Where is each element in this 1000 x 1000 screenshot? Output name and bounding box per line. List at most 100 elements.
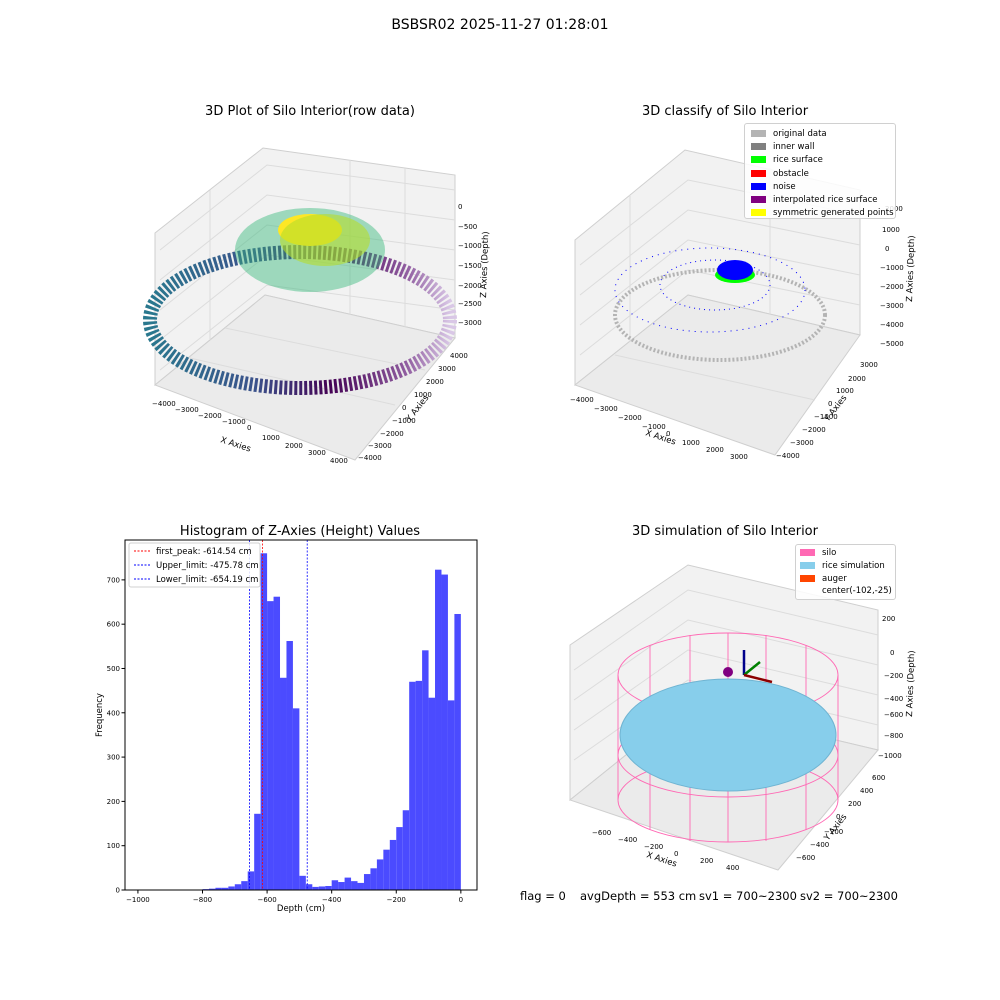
- svg-text:−600: −600: [592, 829, 611, 837]
- legend-item-rice-simulation: rice simulation: [800, 560, 892, 573]
- svg-text:−2000: −2000: [198, 412, 222, 420]
- raw-x-ticks: −4000 −3000 −2000 −1000 0 1000 2000 3000…: [152, 400, 348, 465]
- svg-text:−3000: −3000: [594, 405, 618, 413]
- svg-text:−400: −400: [618, 836, 637, 844]
- svg-text:1000: 1000: [682, 439, 700, 447]
- histogram-bar: [318, 886, 326, 890]
- histogram-bar: [435, 569, 442, 890]
- histogram-chart: −1000 −800 −600 −400 −200 0 0 100 200 300 400 500 6…: [95, 539, 478, 914]
- svg-text:−2000: −2000: [618, 414, 642, 422]
- svg-text:−1000: −1000: [880, 264, 904, 272]
- histogram-bar: [422, 650, 429, 890]
- svg-text:−2000: −2000: [458, 282, 482, 290]
- svg-text:−600: −600: [884, 711, 903, 719]
- histogram-bar: [389, 839, 397, 890]
- svg-text:−200: −200: [644, 843, 663, 851]
- classify-z-ticks: 2000 1000 0 −1000 −2000 −3000 −4000 −500…: [880, 205, 904, 348]
- histogram-bar: [447, 700, 455, 890]
- svg-text:0: 0: [666, 430, 670, 438]
- histogram-bar: [228, 886, 235, 890]
- svg-text:−1000: −1000: [642, 423, 666, 431]
- svg-text:−2000: −2000: [380, 430, 404, 438]
- svg-text:200: 200: [848, 800, 861, 808]
- simulation-3d-plot: −600 −400 −200 0 200 400 X Axies 600 400…: [568, 564, 917, 872]
- svg-text:−1000: −1000: [392, 417, 416, 425]
- classify-legend: original data inner wall rice surface ob…: [744, 123, 896, 219]
- svg-text:−200: −200: [884, 672, 903, 680]
- histogram-bar: [370, 868, 377, 890]
- svg-text:−1000: −1000: [878, 752, 902, 760]
- histogram-bar: [344, 877, 352, 890]
- svg-text:−1000: −1000: [814, 413, 838, 421]
- histogram-x-label: Depth (cm): [277, 904, 325, 914]
- classify-original-ring: [613, 268, 827, 362]
- histogram-bar: [396, 827, 403, 890]
- svg-text:−3000: −3000: [368, 442, 392, 450]
- svg-text:−3000: −3000: [175, 406, 199, 414]
- svg-text:400: 400: [860, 787, 873, 795]
- svg-text:−800: −800: [884, 732, 903, 740]
- raw-z-label: Z Axies (Depth): [479, 231, 491, 298]
- legend-item-inner-wall: inner wall: [751, 141, 894, 154]
- svg-text:0: 0: [828, 400, 832, 408]
- svg-text:200: 200: [882, 615, 895, 623]
- svg-text:−2000: −2000: [802, 426, 826, 434]
- histogram-lines: [249, 540, 308, 890]
- histogram-bar: [234, 884, 242, 890]
- histogram-bar: [363, 874, 371, 890]
- simulation-plot-title: 3D simulation of Silo Interior: [632, 524, 818, 539]
- histogram-bar: [221, 887, 229, 890]
- y-tick-label: 100: [107, 842, 120, 850]
- sv2-status: sv2 = 700~2300: [800, 889, 898, 903]
- svg-text:−3000: −3000: [880, 302, 904, 310]
- legend-item-interpolated-rice-surface: interpolated rice surface: [751, 194, 894, 207]
- simulation-legend: silo rice simulation auger center(-102,-…: [795, 544, 896, 600]
- histogram-bar: [376, 859, 384, 890]
- histogram-bar: [208, 888, 216, 890]
- svg-text:−600: −600: [796, 854, 815, 862]
- raw-axes-panes: [154, 147, 456, 461]
- histogram-bar: [415, 680, 423, 890]
- simulation-z-ticks: 200 0 −200 −400 −600 −800 −1000: [878, 615, 903, 760]
- histogram-bar: [215, 887, 222, 890]
- histogram-bar: [351, 881, 358, 890]
- figure-title: BSBSR02 2025-11-27 01:28:01: [391, 17, 609, 33]
- classify-noise-cluster: [717, 260, 753, 280]
- svg-text:0: 0: [458, 203, 462, 211]
- simulation-y-ticks: 600 400 200 0 −200 −400 −600: [796, 774, 885, 862]
- svg-text:−2500: −2500: [458, 300, 482, 308]
- avg-depth-status: avgDepth = 553 cm: [580, 889, 697, 903]
- y-tick-label: 600: [107, 621, 120, 629]
- svg-text:4000: 4000: [450, 352, 468, 360]
- svg-text:−400: −400: [884, 695, 903, 703]
- histogram-frame: [124, 539, 478, 891]
- svg-text:0: 0: [836, 813, 840, 821]
- center-marker: [723, 667, 733, 677]
- svg-text:−4000: −4000: [880, 321, 904, 329]
- histogram-bar: [441, 574, 448, 890]
- svg-text:−1500: −1500: [458, 262, 482, 270]
- svg-text:600: 600: [872, 774, 885, 782]
- svg-text:−1000: −1000: [222, 418, 246, 426]
- classify-y-ticks: 3000 2000 1000 0 −1000 −2000 −3000 −4000: [776, 361, 878, 460]
- svg-text:1000: 1000: [882, 226, 900, 234]
- svg-text:0: 0: [890, 649, 894, 657]
- x-tick-label: −600: [257, 896, 276, 904]
- y-tick-label: 400: [107, 709, 120, 717]
- y-tick-label: 700: [107, 576, 120, 584]
- classify-x-ticks: −4000 −3000 −2000 −1000 0 1000 2000 3000: [570, 396, 748, 461]
- svg-text:400: 400: [726, 864, 739, 872]
- x-tick-label: −1000: [126, 896, 150, 904]
- svg-text:−3000: −3000: [790, 439, 814, 447]
- svg-text:0: 0: [674, 850, 678, 858]
- svg-text:1000: 1000: [836, 387, 854, 395]
- svg-text:3000: 3000: [438, 365, 456, 373]
- histogram-bar: [267, 601, 274, 890]
- raw-y-ticks: 4000 3000 2000 1000 0 −1000 −2000 −3000 …: [358, 352, 468, 462]
- svg-text:3000: 3000: [730, 453, 748, 461]
- legend-item-silo: silo: [800, 547, 892, 560]
- legend-item-obstacle: obstacle: [751, 168, 894, 181]
- classify-z-label: Z Axies (Depth): [905, 235, 917, 302]
- simulation-z-label: Z Axies (Depth): [905, 650, 917, 717]
- classify-noise-points: [614, 247, 806, 333]
